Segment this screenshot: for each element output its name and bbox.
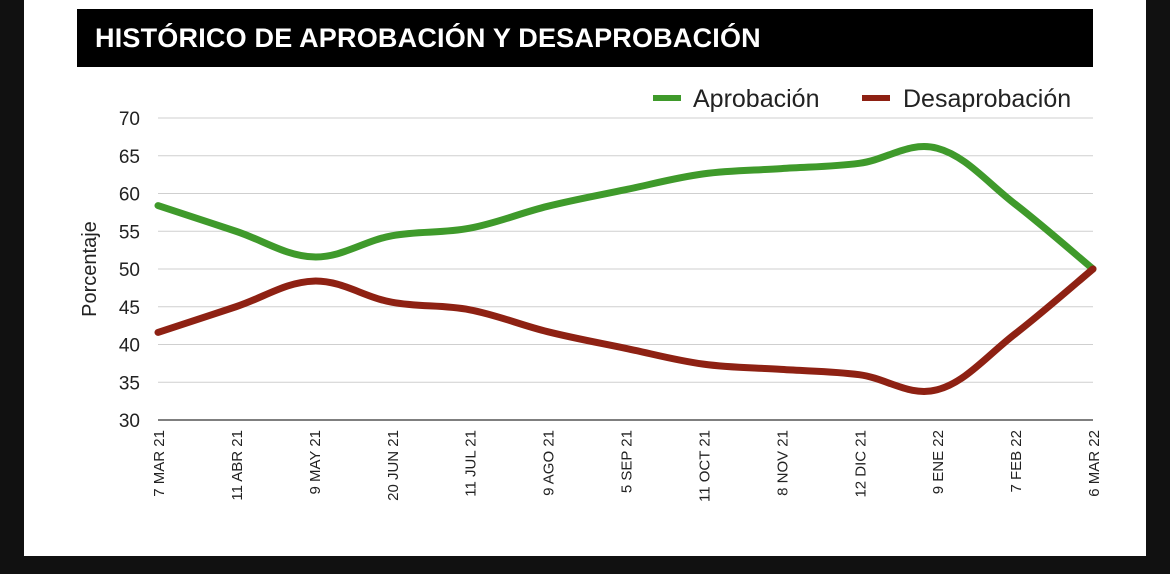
y-tick-label: 70 (119, 109, 140, 130)
series-line-desaprobacion (154, 265, 1097, 395)
chart-card (24, 0, 1146, 556)
x-tick-label: 8 NOV 21 (774, 430, 791, 496)
x-tick-label: 7 MAR 21 (151, 430, 168, 497)
x-tick-label: 20 JUN 21 (385, 430, 402, 501)
x-tick-label: 12 DIC 21 (852, 430, 869, 498)
x-tick-label: 11 OCT 21 (696, 430, 713, 502)
series-line-aprobacion (154, 143, 1097, 273)
x-tick-label: 9 MAY 21 (307, 430, 324, 494)
legend: Aprobación Desaprobación (653, 85, 1071, 113)
x-axis-ticks: 7 MAR 21 11 ABR 21 9 MAY 21 20 JUN 21 11 JUL… (151, 430, 1103, 502)
y-tick-label: 50 (119, 260, 140, 281)
chart-title: HISTÓRICO DE APROBACIÓN Y DESAPROBACIÓN (77, 9, 1093, 67)
legend-label: Desaprobación (903, 85, 1071, 113)
y-tick-label: 55 (119, 222, 140, 243)
y-tick-label: 40 (119, 336, 140, 357)
x-tick-label: 9 ENE 22 (930, 430, 947, 494)
x-tick-label: 7 FEB 22 (1008, 430, 1025, 493)
series-lines (154, 143, 1097, 395)
legend-label: Aprobación (693, 85, 819, 113)
gridlines (158, 117, 1093, 421)
x-tick-label: 6 MAR 22 (1086, 430, 1103, 497)
x-tick-label: 11 JUL 21 (463, 430, 480, 497)
x-tick-label: 11 ABR 21 (229, 430, 246, 501)
y-axis-ticks: 30 35 40 45 50 55 60 65 70 (119, 109, 140, 432)
y-axis-label: Porcentaje (79, 221, 101, 317)
y-tick-label: 60 (119, 185, 140, 206)
x-tick-label: 5 SEP 21 (619, 430, 636, 493)
y-tick-label: 45 (119, 298, 140, 319)
y-tick-label: 65 (119, 147, 140, 168)
y-tick-label: 35 (119, 373, 140, 394)
y-tick-label: 30 (119, 411, 140, 432)
x-tick-label: 9 AGO 21 (541, 430, 558, 496)
